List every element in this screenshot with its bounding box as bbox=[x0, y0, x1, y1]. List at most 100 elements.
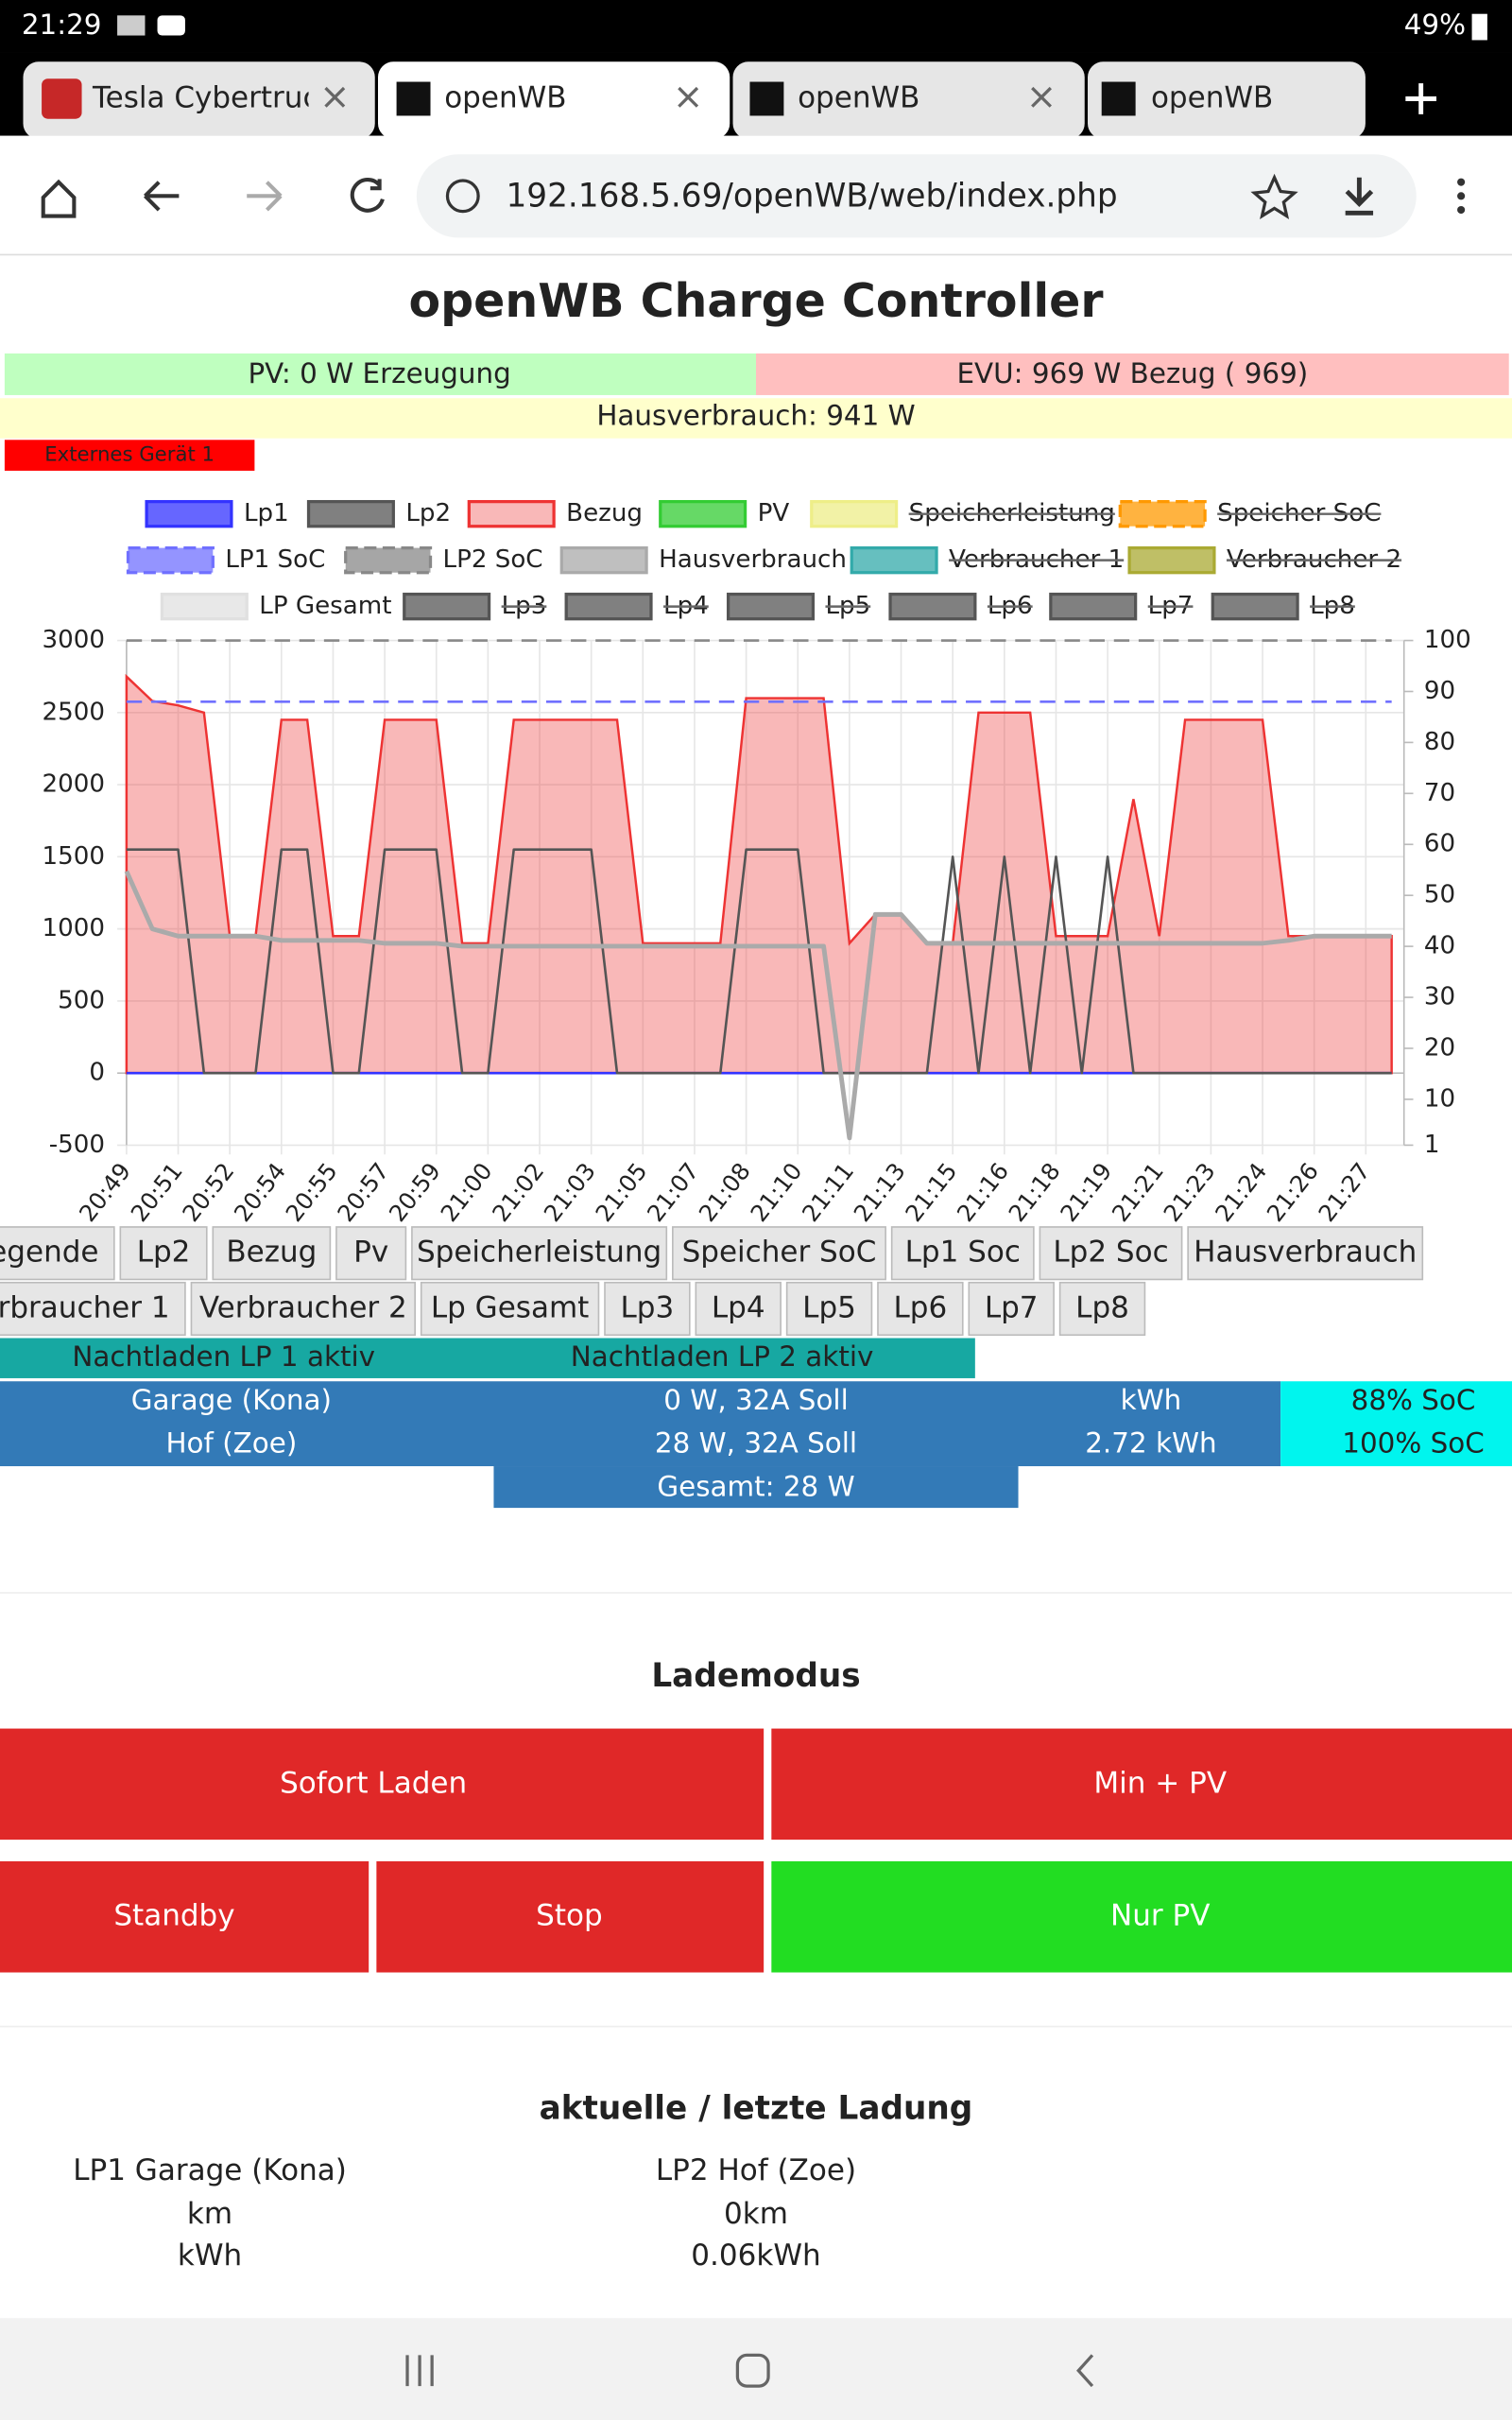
x-tick-label: 21:03 bbox=[539, 1157, 601, 1226]
series-button-label[interactable]: Verbraucher 2 bbox=[199, 1290, 407, 1324]
series-button-label[interactable]: Lp7 bbox=[985, 1290, 1039, 1324]
legend-swatch[interactable] bbox=[659, 499, 747, 528]
tab-title: openWB bbox=[798, 80, 919, 114]
legend-swatch[interactable] bbox=[1118, 499, 1207, 528]
series-button-label[interactable]: Lp3 bbox=[621, 1290, 675, 1324]
new-tab-button[interactable] bbox=[1405, 83, 1436, 114]
series-button[interactable] bbox=[119, 1226, 208, 1281]
tab-active[interactable] bbox=[378, 61, 730, 139]
legend-swatch[interactable] bbox=[160, 592, 249, 621]
x-tick-label: 21:19 bbox=[1055, 1157, 1117, 1226]
recent-apps-button[interactable] bbox=[405, 2355, 434, 2387]
legend-label[interactable]: PV bbox=[758, 499, 790, 527]
legend-swatch[interactable] bbox=[306, 499, 395, 528]
back-button[interactable] bbox=[1076, 2354, 1094, 2388]
legend-swatch[interactable] bbox=[344, 545, 433, 575]
legend-swatch[interactable] bbox=[564, 592, 653, 621]
series-button[interactable] bbox=[968, 1281, 1055, 1337]
series-button-label[interactable]: Bezug bbox=[226, 1236, 317, 1270]
series-button[interactable] bbox=[695, 1281, 782, 1337]
series-button-label[interactable]: Speicher SoC bbox=[682, 1236, 877, 1270]
mode-label[interactable]: Nur PV bbox=[1110, 1899, 1210, 1933]
legend-swatch[interactable] bbox=[467, 499, 556, 528]
address-bar[interactable] bbox=[416, 154, 1417, 238]
series-button[interactable] bbox=[1039, 1226, 1183, 1281]
mode-button[interactable] bbox=[771, 1728, 1512, 1841]
series-button-label[interactable]: Lp6 bbox=[894, 1290, 948, 1324]
notification-icon bbox=[117, 15, 146, 36]
legend-label[interactable]: LP1 SoC bbox=[225, 545, 325, 574]
series-button[interactable] bbox=[0, 1281, 186, 1337]
tab[interactable] bbox=[732, 61, 1085, 139]
mode-label[interactable]: Stop bbox=[536, 1899, 603, 1933]
series-button[interactable] bbox=[1058, 1281, 1146, 1337]
series-button[interactable] bbox=[190, 1281, 416, 1337]
mode-label[interactable]: Standby bbox=[113, 1899, 234, 1933]
legend-swatch[interactable] bbox=[1049, 592, 1138, 621]
mode-button[interactable] bbox=[0, 1728, 765, 1841]
series-button[interactable] bbox=[0, 1226, 115, 1281]
home-button[interactable] bbox=[735, 2353, 770, 2388]
info-icon[interactable] bbox=[445, 179, 480, 214]
series-button-label[interactable]: Lp1 Soc bbox=[905, 1236, 1021, 1270]
series-button-label[interactable]: Lp2 bbox=[137, 1236, 191, 1270]
x-tick-label: 21:21 bbox=[1107, 1157, 1169, 1226]
legend-label[interactable]: Hausverbrauch bbox=[659, 545, 847, 574]
series-button[interactable] bbox=[335, 1226, 407, 1281]
tab[interactable] bbox=[23, 61, 375, 139]
legend-swatch[interactable] bbox=[726, 592, 816, 621]
series-button[interactable] bbox=[604, 1281, 691, 1337]
legend-label[interactable]: Lp1 bbox=[244, 499, 289, 527]
extern-box bbox=[4, 440, 255, 471]
tab[interactable] bbox=[1088, 61, 1366, 139]
mode-label[interactable]: Sofort Laden bbox=[280, 1766, 467, 1800]
notification-icon bbox=[157, 15, 185, 36]
series-button-label[interactable]: Lp8 bbox=[1075, 1290, 1129, 1324]
series-button[interactable] bbox=[411, 1226, 668, 1281]
tab-title: Tesla Cybertruck bbox=[92, 80, 336, 114]
legend-swatch[interactable] bbox=[888, 592, 977, 621]
series-button[interactable] bbox=[1187, 1226, 1424, 1281]
legend-label[interactable]: LP Gesamt bbox=[259, 592, 391, 620]
series-button[interactable] bbox=[785, 1281, 873, 1337]
legend-swatch[interactable] bbox=[810, 499, 899, 528]
legend-swatch[interactable] bbox=[126, 545, 215, 575]
series-button[interactable] bbox=[890, 1226, 1035, 1281]
url[interactable]: 192.168.5.69/openWB/web/index.php bbox=[507, 177, 1118, 215]
legend-swatch[interactable] bbox=[1211, 592, 1299, 621]
download-icon[interactable] bbox=[1345, 177, 1374, 216]
legend-swatch[interactable] bbox=[403, 592, 491, 621]
series-button-label[interactable]: Lp4 bbox=[712, 1290, 765, 1324]
series-button-label[interactable]: Lp5 bbox=[802, 1290, 856, 1324]
legend-swatch[interactable] bbox=[1127, 545, 1216, 575]
series-button-label[interactable]: Pv bbox=[353, 1236, 388, 1270]
x-tick-label: 21:07 bbox=[642, 1157, 704, 1226]
series-button-label[interactable]: Verbraucher 1 bbox=[0, 1290, 170, 1324]
legend-label[interactable]: Bezug bbox=[566, 499, 643, 527]
series-button-label[interactable]: Speicherleistung bbox=[417, 1236, 662, 1270]
mode-button[interactable] bbox=[0, 1860, 369, 1973]
x-tick-label: 20:59 bbox=[384, 1157, 446, 1226]
series-button-label[interactable]: Lp Gesamt bbox=[431, 1290, 589, 1324]
legend-swatch[interactable] bbox=[850, 545, 938, 575]
favicon bbox=[1101, 81, 1136, 116]
series-button[interactable] bbox=[672, 1226, 886, 1281]
legend-label[interactable]: LP2 SoC bbox=[443, 545, 543, 574]
y-tick-label: 3000 bbox=[43, 626, 105, 654]
mode-label[interactable]: Min + PV bbox=[1093, 1766, 1227, 1800]
bookmark-icon[interactable] bbox=[1250, 173, 1298, 220]
series-button[interactable] bbox=[877, 1281, 964, 1337]
mode-button[interactable] bbox=[771, 1860, 1512, 1973]
menu-icon[interactable] bbox=[1457, 178, 1466, 215]
nav-icons[interactable] bbox=[41, 178, 385, 218]
series-button[interactable] bbox=[212, 1226, 332, 1281]
series-button-label[interactable]: Legende bbox=[0, 1236, 98, 1270]
legend-swatch[interactable] bbox=[559, 545, 648, 575]
legend-swatch[interactable] bbox=[145, 499, 233, 528]
series-button-label[interactable]: Hausverbrauch bbox=[1194, 1236, 1417, 1270]
loadpoint-table bbox=[0, 1381, 1281, 1467]
mode-button[interactable] bbox=[376, 1860, 765, 1973]
legend-label[interactable]: Lp2 bbox=[405, 499, 451, 527]
series-button[interactable] bbox=[420, 1281, 600, 1337]
series-button-label[interactable]: Lp2 Soc bbox=[1053, 1236, 1168, 1270]
